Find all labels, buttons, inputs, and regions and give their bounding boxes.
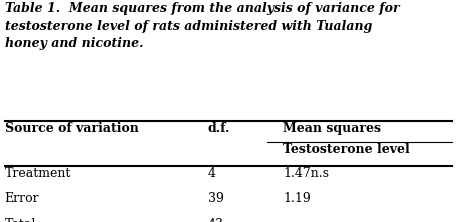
Text: 39: 39 — [208, 192, 224, 205]
Text: d.f.: d.f. — [208, 122, 230, 135]
Text: Error: Error — [5, 192, 39, 205]
Text: 43: 43 — [208, 218, 224, 222]
Text: Table 1.  Mean squares from the analysis of variance for
testosterone level of r: Table 1. Mean squares from the analysis … — [5, 2, 399, 50]
Text: Treatment: Treatment — [5, 167, 71, 180]
Text: 1.19: 1.19 — [283, 192, 311, 205]
Text: 4: 4 — [208, 167, 216, 180]
Text: Source of variation: Source of variation — [5, 122, 138, 135]
Text: 1.47n.s: 1.47n.s — [283, 167, 329, 180]
Text: Mean squares: Mean squares — [283, 122, 381, 135]
Text: Total: Total — [5, 218, 36, 222]
Text: Testosterone level: Testosterone level — [283, 143, 410, 156]
